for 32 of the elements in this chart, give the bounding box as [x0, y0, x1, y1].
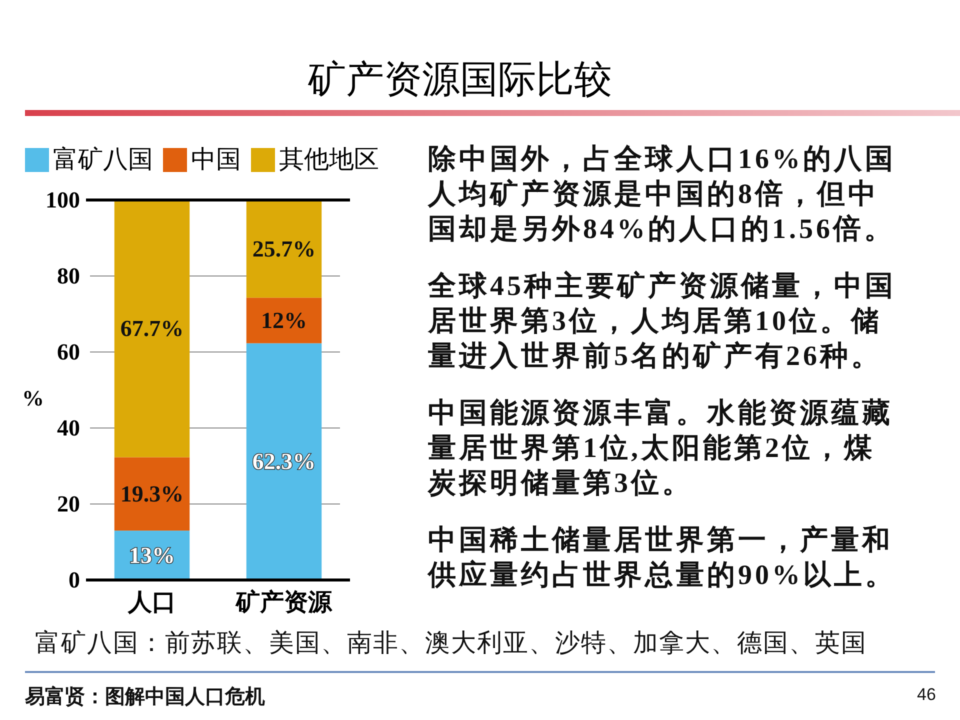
data-label: 13% [129, 542, 175, 568]
text: 富矿八国：前苏联、美国、南非、澳大利亚、沙特、加拿大、德国、英国 [35, 628, 867, 659]
data-label: 12% [261, 308, 307, 333]
bar [114, 457, 190, 531]
y-tick-label: 20 [57, 492, 80, 516]
legend-label: 中国 [191, 146, 241, 174]
bar [246, 298, 322, 344]
x-tick-label: 矿产资源 [235, 589, 333, 616]
y-tick-label: 100 [46, 188, 80, 212]
y-tick-label: 40 [57, 416, 80, 440]
y-axis-title: % [22, 386, 44, 410]
text: 46 [917, 685, 936, 705]
text: 易富贤：图解中国人口危机 [25, 684, 265, 710]
text: 矿产资源国际比较 [307, 59, 612, 101]
data-label: 25.7% [252, 236, 316, 262]
data-label: 19.3% [120, 481, 184, 506]
y-tick-label: 60 [57, 340, 80, 364]
text: 中国能源资源丰富。水能资源蕴藏量居世界第1位,太阳能第2位，煤炭探明储量第3位。 [428, 396, 894, 501]
data-label: 62.3% [252, 449, 316, 474]
legend-label: 富矿八国 [53, 146, 153, 174]
bar [114, 200, 190, 458]
bar [246, 200, 322, 298]
x-tick-label: 人口 [127, 590, 176, 616]
text: 全球45种主要矿产资源储量，中国居世界第3位，人均居第10位。储量进入世界前5名的矿产有26种。 [428, 270, 897, 374]
y-tick-label: 80 [57, 264, 80, 288]
plot: 100 80 60 40 20 0 25.7% 67.7% 12% 62.3% 19.3% 13% 人口 矿产资源 [46, 188, 350, 616]
legend-label: 其他地区 [279, 146, 379, 174]
text: 除中国外，占全球人口16%的八国人均矿产资源是中国的8倍，但中国却是另外84%的人口的1.56倍。 [428, 143, 897, 247]
y-tick-label: 0 [68, 568, 80, 592]
text: 中国稀土储量居世界第一，产量和供应量约占世界总量的90%以上。 [428, 524, 897, 593]
data-label: 67.7% [120, 316, 184, 342]
bar [246, 343, 322, 580]
